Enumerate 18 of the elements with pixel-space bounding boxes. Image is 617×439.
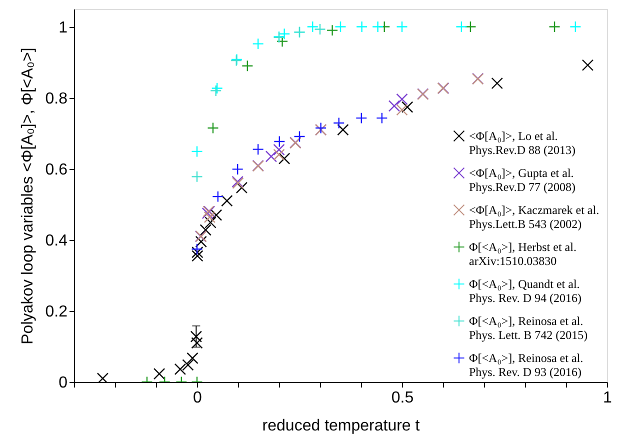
legend-label: Φ[<A₀>], Reinosa et al. Phys. Lett. B 742 (2015)	[469, 314, 588, 342]
legend-label: <Φ[A₀]>, Kaczmarek et al. Phys.Lett.B 543 (2002)	[469, 203, 600, 231]
x-tick-label: 0	[193, 390, 202, 406]
y-tick-label: 0	[58, 374, 68, 392]
legend-label: <Φ[A₀]>, Gupta et al. Phys.Rev.D 77 (2008)	[469, 166, 576, 194]
y-tick-label: 1	[58, 19, 68, 36]
y-axis-title: Polyakov loop variables <Φ[A₀]>, Φ[<A₀>]	[19, 48, 36, 344]
legend-label: Φ[<A₀>], Herbst et al. arXiv:1510.03830	[469, 240, 576, 268]
y-tick-label: 0.6	[45, 161, 68, 178]
x-tick-label: 1	[603, 390, 612, 406]
y-tick-label: 0.8	[45, 90, 68, 108]
x-axis-title: reduced temperature t	[262, 418, 420, 434]
legend-label: <Φ[A₀]>, Lo et al. Phys.Rev.D 88 (2013)	[469, 129, 576, 157]
y-tick-label: 0.2	[45, 303, 68, 320]
legend-label: Φ[<A₀>], Quandt et al. Phys. Rev. D 94 (2016)	[469, 277, 582, 305]
y-tick-label: 0.4	[45, 232, 68, 250]
x-tick-label: 0.5	[391, 390, 414, 406]
legend-label: Φ[<A₀>], Reinosa et al. Phys. Rev. D 93 (2016)	[469, 351, 584, 379]
